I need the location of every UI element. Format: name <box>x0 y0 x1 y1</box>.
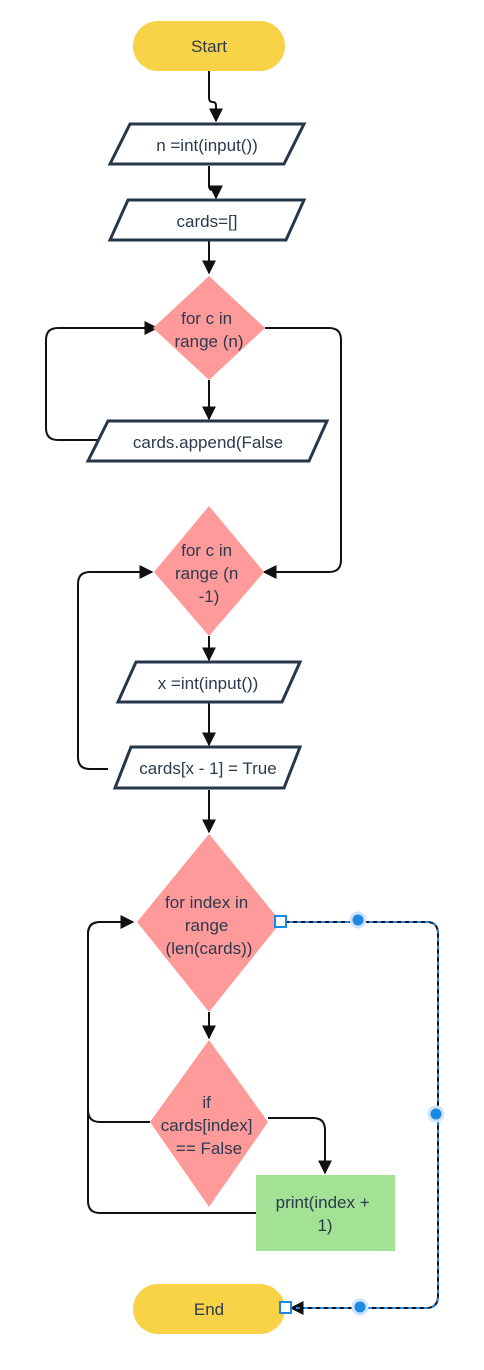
node-loop1[interactable]: for c in range (n) <box>153 276 265 380</box>
if-decision-shape[interactable] <box>150 1040 268 1207</box>
if-label-line: == False <box>176 1139 242 1158</box>
edge-loop1-exit-to-loop2[interactable] <box>262 327 342 579</box>
cards-init-label: cards=[] <box>177 212 238 231</box>
node-start[interactable]: Start <box>133 21 285 71</box>
print-label: print(index + 1) <box>276 1193 375 1235</box>
node-loop3[interactable]: for index in range (len(cards)) <box>137 834 281 1012</box>
print-label-line: 1) <box>317 1216 332 1235</box>
input-x-io-shape[interactable] <box>115 660 303 704</box>
connector-midpoint-handle[interactable] <box>349 911 367 929</box>
set-true-label: cards[x - 1] = True <box>139 759 276 778</box>
if-label-line: cards[index] <box>161 1116 253 1135</box>
edge-if-false-back-to-loop3[interactable] <box>87 915 150 1123</box>
connectors <box>45 71 439 1315</box>
loop1-label: for c in range (n) <box>175 309 244 351</box>
set-true-io-shape[interactable] <box>112 745 303 790</box>
start-label: Start <box>191 37 227 56</box>
loop3-decision-shape[interactable] <box>137 834 281 1012</box>
edge-start-to-input-n[interactable] <box>208 71 223 123</box>
connector-midpoint-handle[interactable] <box>427 1105 445 1123</box>
selection-handles <box>274 911 445 1316</box>
node-cards-init[interactable]: cards=[] <box>107 198 307 242</box>
node-input-n[interactable]: n =int(input()) <box>107 122 307 166</box>
append-label: cards.append(False <box>133 433 283 452</box>
edge-set-true-back-to-loop2[interactable] <box>77 565 154 770</box>
loop1-decision-shape[interactable] <box>153 276 265 380</box>
loop3-label-line: for index in <box>165 893 248 912</box>
node-input-x[interactable]: x =int(input()) <box>115 660 303 704</box>
node-if-false[interactable]: if cards[index] == False <box>150 1040 268 1207</box>
print-label-line: print(index + <box>276 1193 370 1212</box>
if-label: if cards[index] == False <box>161 1093 257 1158</box>
edge-append-back-to-loop1[interactable] <box>45 321 159 441</box>
loop3-label-line: range <box>185 916 228 935</box>
loop3-label-line: (len(cards)) <box>166 939 253 958</box>
input-n-io-shape[interactable] <box>107 122 307 166</box>
end-terminal-shape[interactable] <box>133 1284 285 1334</box>
node-print[interactable]: print(index + 1) <box>256 1175 395 1251</box>
append-io-shape[interactable] <box>85 419 330 463</box>
connector-endpoint-handle[interactable] <box>279 1301 292 1314</box>
start-terminal-shape[interactable] <box>133 21 285 71</box>
if-label-line: if <box>202 1093 211 1112</box>
loop2-label-line: range (n <box>175 564 238 583</box>
node-end[interactable]: End <box>133 1284 285 1334</box>
node-append[interactable]: cards.append(False <box>85 419 330 463</box>
loop2-label-line: for c in <box>181 541 232 560</box>
loop1-label-line: range (n) <box>175 332 244 351</box>
node-set-true[interactable]: cards[x - 1] = True <box>112 745 303 790</box>
loop1-label-line: for c in <box>181 309 232 328</box>
loop2-label: for c in range (n -1) <box>175 541 243 606</box>
cards-init-io-shape[interactable] <box>107 198 307 242</box>
loop2-label-line: -1) <box>199 587 220 606</box>
connector-midpoint-handle[interactable] <box>351 1298 369 1316</box>
input-x-label: x =int(input()) <box>158 674 259 693</box>
loop2-decision-shape[interactable] <box>154 506 264 636</box>
loop3-label: for index in range (len(cards)) <box>165 893 253 958</box>
input-n-label: n =int(input()) <box>156 136 258 155</box>
end-label: End <box>194 1300 224 1319</box>
edge-input-n-to-cards[interactable] <box>208 166 223 200</box>
edge-if-true-to-print[interactable] <box>268 1117 332 1175</box>
node-loop2[interactable]: for c in range (n -1) <box>154 506 264 636</box>
print-process-shape[interactable] <box>256 1175 395 1251</box>
edge-print-back-to-loop3[interactable] <box>87 921 256 1214</box>
connector-endpoint-handle[interactable] <box>274 915 287 928</box>
